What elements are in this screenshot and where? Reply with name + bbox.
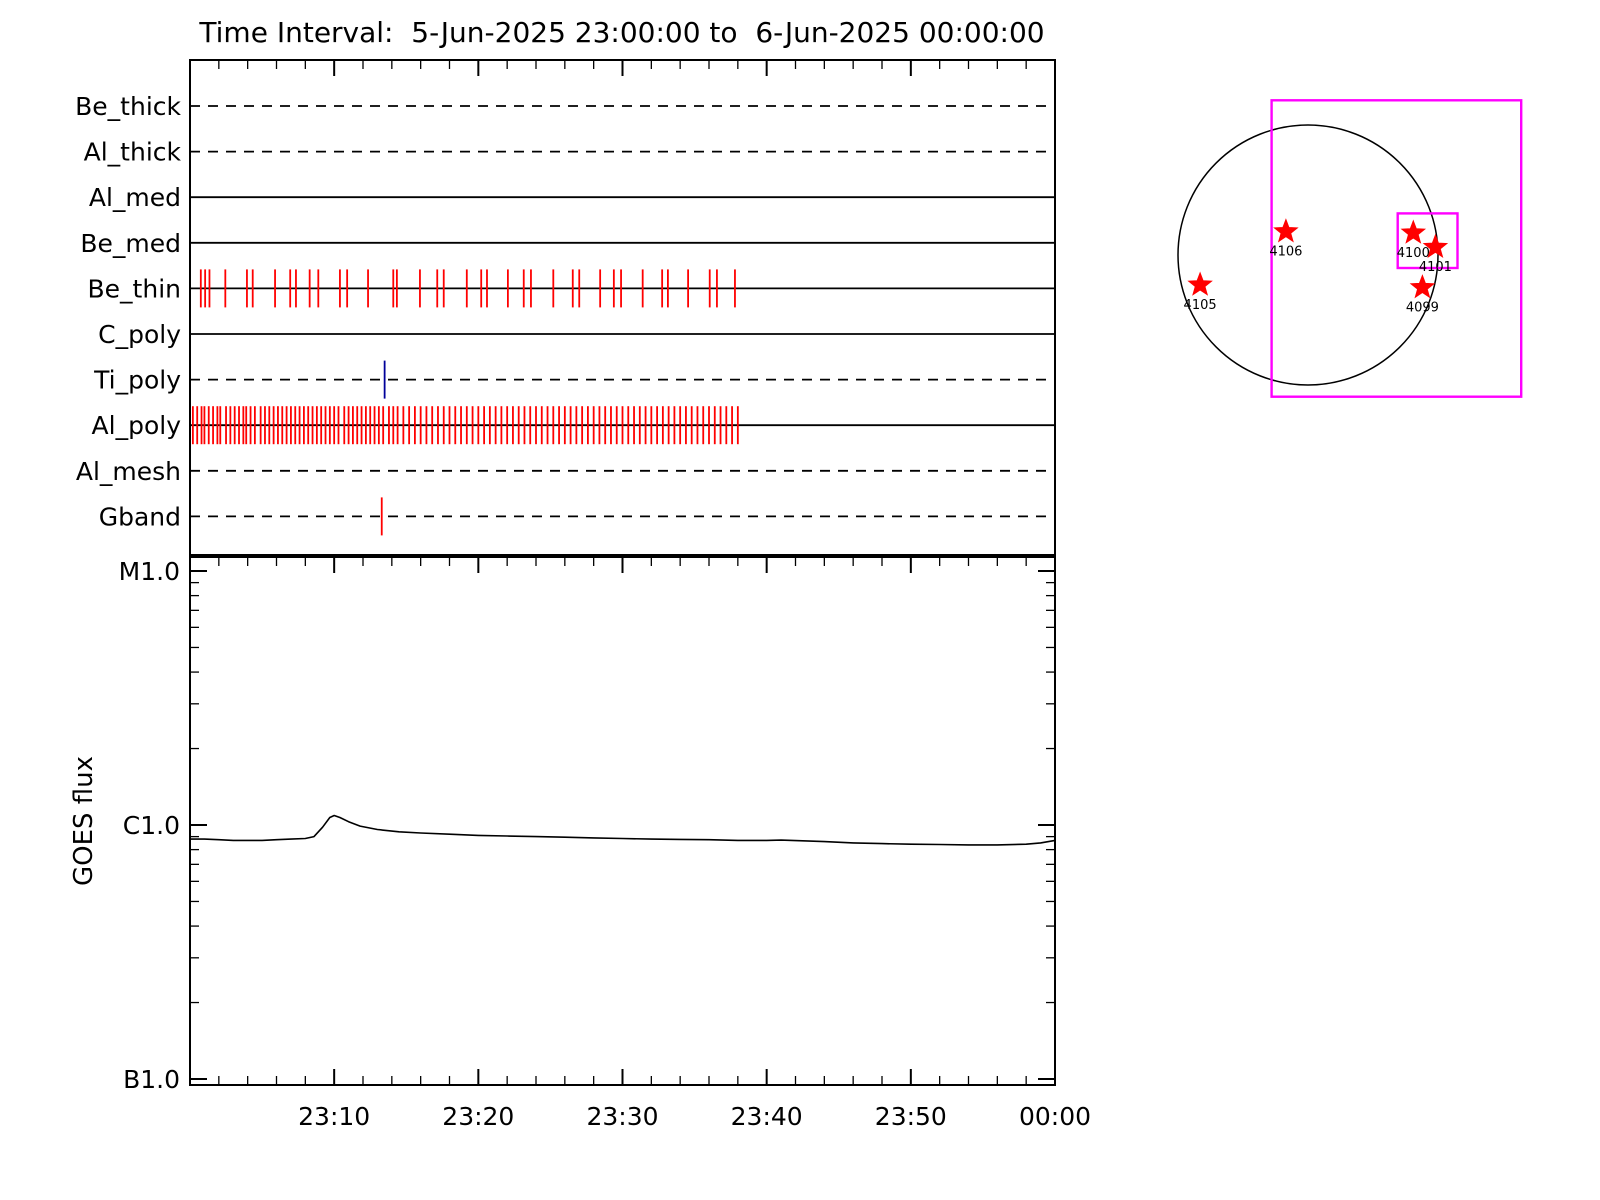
filter-panel-border [189, 59, 1056, 556]
solar-disk-limb [1177, 124, 1439, 386]
target-region-box [1396, 212, 1459, 270]
active-region-label: 4099 [1406, 301, 1439, 316]
row-label-Gband: Gband [99, 502, 181, 531]
x-tick-label: 23:10 [298, 1102, 370, 1131]
goes-panel-border [189, 556, 1056, 1086]
active-region-marker [1273, 218, 1299, 243]
row-label-C_poly: C_poly [98, 320, 181, 349]
y-tick-label: M1.0 [119, 557, 180, 586]
row-label-Ti_poly: Ti_poly [93, 366, 181, 395]
active-region-label: 4106 [1269, 245, 1302, 260]
active-region-marker [1400, 219, 1427, 244]
goes-flux-panel: M1.0 C1.0 B1.0 23:10 23:20 23:30 23:40 23:50 00:… [69, 556, 1091, 1131]
field-of-view-rect [1270, 99, 1523, 398]
active-region-label: 4101 [1419, 260, 1452, 275]
chart-title: Time Interval: 5-Jun-2025 23:00:00 to 6-… [198, 16, 1044, 49]
row-label-Al_med: Al_med [89, 183, 181, 212]
active-region-label: 4105 [1184, 298, 1217, 313]
row-label-Be_med: Be_med [80, 229, 181, 258]
x-tick-label: 23:30 [586, 1102, 658, 1131]
row-label-Be_thin: Be_thin [88, 274, 181, 303]
goes-flux-line [190, 814, 1056, 846]
row-label-Al_thick: Al_thick [84, 138, 182, 167]
active-region-marker [1422, 233, 1449, 259]
row-label-Al_poly: Al_poly [92, 411, 182, 440]
goes-y-axis-label: GOES flux [69, 756, 99, 886]
x-tick-label: 23:40 [731, 1102, 803, 1131]
row-label-Be_thick: Be_thick [75, 92, 181, 121]
row-label-Al_mesh: Al_mesh [76, 457, 181, 486]
y-tick-label: B1.0 [123, 1065, 180, 1094]
x-tick-label: 00:00 [1019, 1102, 1091, 1131]
active-region-label: 4100 [1397, 246, 1430, 261]
x-tick-label: 23:20 [442, 1102, 514, 1131]
active-region-marker [1187, 271, 1213, 296]
active-region-marker [1409, 274, 1436, 299]
filter-timeline-panel: Be_thick Al_thick Al_med Be_med Be_thin C_pol… [75, 59, 1056, 556]
y-tick-label: C1.0 [123, 811, 180, 840]
x-tick-label: 23:50 [875, 1102, 947, 1131]
